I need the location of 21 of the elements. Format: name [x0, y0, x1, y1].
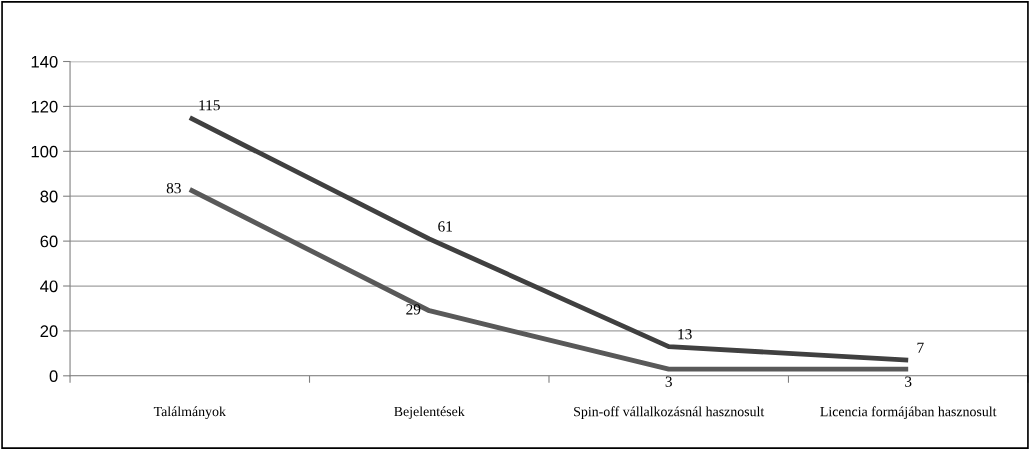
y-tick-label: 80 — [40, 190, 58, 203]
data-label: 3 — [665, 376, 672, 387]
y-tick-label: 0 — [49, 370, 58, 383]
data-label: 115 — [199, 100, 220, 111]
y-tick-label: 60 — [40, 235, 58, 248]
line-series — [187, 115, 911, 363]
x-tick-label: Találmányok — [153, 406, 226, 420]
y-tick-label: 40 — [40, 280, 58, 293]
x-tick-label: Spin-off vállalkozásnál hasznosult — [574, 406, 765, 420]
data-label: 83 — [166, 182, 181, 194]
y-tick-label: 120 — [31, 100, 58, 113]
x-tick-label: Licencia formájában hasznosult — [820, 406, 997, 420]
x-tick-label: Bejelentések — [394, 406, 465, 419]
data-label: 3 — [905, 376, 912, 387]
y-tick-label: 100 — [31, 145, 58, 158]
data-label: 7 — [917, 342, 924, 353]
y-tick-label: 140 — [31, 55, 58, 68]
y-tick-label: 20 — [40, 325, 58, 338]
data-label: 61 — [438, 221, 452, 232]
data-label: 29 — [406, 304, 421, 315]
data-label: 13 — [678, 329, 692, 340]
